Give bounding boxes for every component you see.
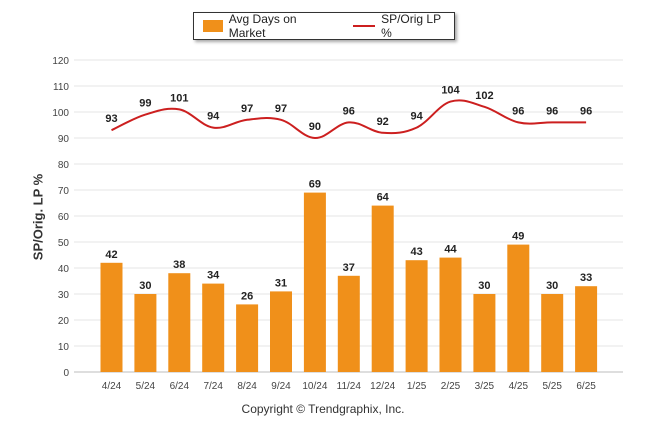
bar-value-label: 34 xyxy=(207,270,220,282)
bar-value-label: 43 xyxy=(410,246,422,258)
bar-11-24 xyxy=(337,275,360,372)
bar-value-label: 38 xyxy=(173,259,185,271)
line-value-label: 94 xyxy=(410,111,423,123)
x-tick-label: 5/24 xyxy=(136,381,156,392)
bar-3-25 xyxy=(473,294,496,372)
x-axis-ticks: 4/24 5/24 6/24 7/24 8/24 9/24 10/24 11/24 12/24 1… xyxy=(102,381,597,392)
x-tick-label: 1/25 xyxy=(407,381,427,392)
y-tick-label: 120 xyxy=(52,56,69,67)
bar-value-label: 26 xyxy=(241,290,253,302)
y-tick-label: 50 xyxy=(58,238,70,249)
y-tick-label: 70 xyxy=(58,186,70,197)
line-value-label: 96 xyxy=(580,105,592,117)
legend-line-swatch xyxy=(353,25,376,27)
x-tick-label: 3/25 xyxy=(475,381,495,392)
bar-6-24 xyxy=(168,273,191,372)
bar-series xyxy=(100,192,598,372)
bar-value-label: 33 xyxy=(580,272,592,284)
line-value-label: 96 xyxy=(343,105,355,117)
x-tick-label: 6/25 xyxy=(576,381,596,392)
bar-1-25 xyxy=(405,260,428,372)
y-tick-label: 20 xyxy=(58,316,70,327)
bar-5-24 xyxy=(134,294,157,372)
bar-value-label: 69 xyxy=(309,179,321,191)
x-tick-label: 4/25 xyxy=(509,381,529,392)
line-data-labels: 93 99 101 94 97 97 90 96 92 94 104 102 96 96 96 xyxy=(105,85,592,133)
x-tick-label: 10/24 xyxy=(302,381,327,392)
line-value-label: 99 xyxy=(139,98,151,110)
x-tick-label: 8/24 xyxy=(237,381,257,392)
bar-8-24 xyxy=(236,304,259,372)
bar-10-24 xyxy=(303,192,326,372)
y-axis-label: SP/Orig. LP % xyxy=(30,173,46,261)
bar-value-label: 31 xyxy=(275,277,287,289)
bar-value-label: 30 xyxy=(478,280,490,292)
bar-value-label: 42 xyxy=(105,249,117,261)
sp-orig-lp-line xyxy=(111,99,587,140)
x-tick-label: 2/25 xyxy=(441,381,461,392)
bar-value-label: 30 xyxy=(139,280,151,292)
bar-value-label: 44 xyxy=(444,244,457,256)
copyright-text: Copyright © Trendgraphix, Inc. xyxy=(241,402,405,416)
x-tick-label: 11/24 xyxy=(337,381,362,392)
line-value-label: 97 xyxy=(275,103,287,115)
bar-value-label: 49 xyxy=(512,231,524,243)
line-value-label: 101 xyxy=(170,92,188,104)
line-value-label: 97 xyxy=(241,103,253,115)
chart-legend: Avg Days on Market SP/Orig LP % xyxy=(193,12,455,40)
x-tick-label: 6/24 xyxy=(170,381,190,392)
y-tick-label: 90 xyxy=(58,134,70,145)
bar-6-25 xyxy=(575,286,598,372)
y-tick-label: 40 xyxy=(58,264,70,275)
bar-7-24 xyxy=(202,283,225,372)
line-value-label: 96 xyxy=(546,105,558,117)
line-series xyxy=(111,99,587,140)
line-value-label: 90 xyxy=(309,121,321,133)
x-tick-label: 4/24 xyxy=(102,381,122,392)
x-tick-label: 12/24 xyxy=(370,381,395,392)
y-axis-ticks: 0 10 20 30 40 50 60 70 80 90 100 110 120 xyxy=(52,56,69,379)
bar-9-24 xyxy=(270,291,292,372)
y-tick-label: 80 xyxy=(58,160,70,171)
legend-item-bars: Avg Days on Market xyxy=(203,12,335,40)
line-value-label: 102 xyxy=(475,90,493,102)
bar-4-24 xyxy=(100,262,123,372)
y-tick-label: 10 xyxy=(58,342,70,353)
y-tick-label: 0 xyxy=(63,368,69,379)
line-value-label: 94 xyxy=(207,111,220,123)
bar-12-24 xyxy=(371,205,394,372)
bar-4-25 xyxy=(507,244,530,372)
line-value-label: 96 xyxy=(512,105,524,117)
bar-5-25 xyxy=(541,294,564,372)
x-tick-label: 9/24 xyxy=(271,381,291,392)
legend-line-label: SP/Orig LP % xyxy=(381,12,441,40)
bar-value-label: 64 xyxy=(377,192,390,204)
bar-2-25 xyxy=(439,257,462,372)
y-tick-label: 100 xyxy=(52,108,69,119)
y-tick-label: 110 xyxy=(53,82,69,93)
bar-value-label: 37 xyxy=(343,262,355,274)
bar-data-labels: 42 30 38 34 26 31 69 37 64 43 44 30 49 30 33 xyxy=(105,179,592,303)
y-tick-label: 30 xyxy=(58,290,70,301)
line-value-label: 93 xyxy=(105,113,117,125)
legend-bar-swatch xyxy=(203,20,223,32)
line-value-label: 104 xyxy=(441,85,460,97)
bar-value-label: 30 xyxy=(546,280,558,292)
legend-item-line: SP/Orig LP % xyxy=(353,12,454,40)
y-tick-label: 60 xyxy=(58,212,70,223)
line-value-label: 92 xyxy=(377,116,389,128)
x-tick-label: 5/25 xyxy=(542,381,562,392)
grid-lines xyxy=(74,59,623,373)
x-tick-label: 7/24 xyxy=(203,381,223,392)
legend-bars-label: Avg Days on Market xyxy=(228,12,297,40)
